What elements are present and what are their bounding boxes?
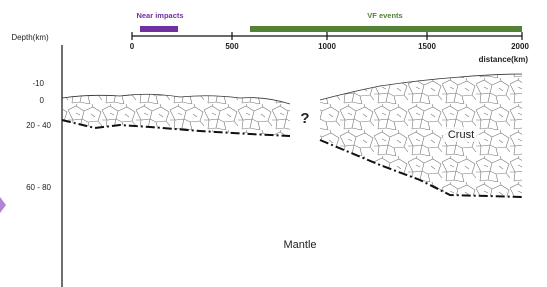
crust-label: Crust <box>448 129 474 141</box>
distance-ticks: 0 500 1000 1500 2000 <box>130 42 530 51</box>
vf-events-bar <box>250 26 522 32</box>
depth-axis-label: Depth(km) <box>11 33 49 42</box>
distance-tick-label: 1000 <box>318 42 336 51</box>
mantle-label: Mantle <box>283 239 316 251</box>
distance-tick-label: 0 <box>130 42 135 51</box>
near-impacts-bar <box>140 26 178 32</box>
diagram: Near impacts VF events 0 500 1000 1500 2… <box>0 0 547 287</box>
distance-axis-label: distance(km) <box>479 55 529 64</box>
distance-axis <box>132 32 522 40</box>
depth-tick-label: 20 - 40 <box>26 121 51 130</box>
distance-tick-label: 2000 <box>511 42 529 51</box>
distance-tick-label: 1500 <box>418 42 436 51</box>
depth-tick-label: 60 - 80 <box>26 183 51 192</box>
vf-events-label: VF events <box>367 11 402 20</box>
unknown-mark: ? <box>300 110 309 127</box>
depth-tick-label: -10 <box>32 79 44 88</box>
near-impacts-label: Near impacts <box>136 11 183 20</box>
depth-tick-label: 0 <box>40 96 45 105</box>
side-marker <box>0 197 6 213</box>
distance-tick-label: 500 <box>225 42 239 51</box>
